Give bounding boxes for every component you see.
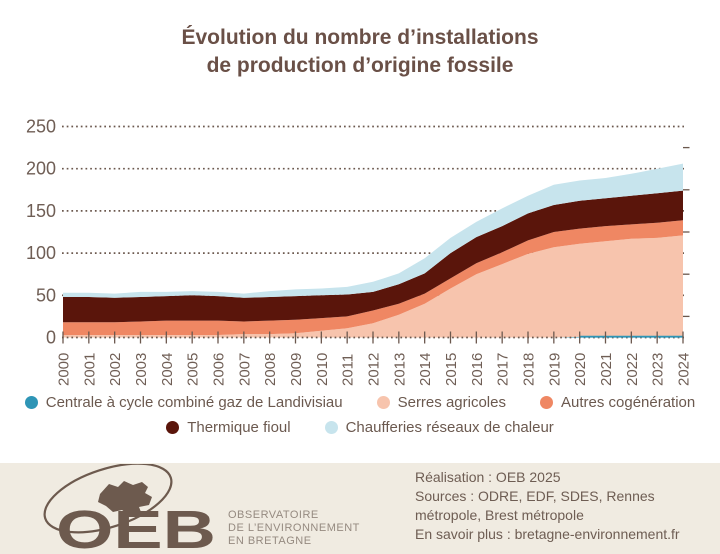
credits: Réalisation : OEB 2025 Sources : ODRE, E… xyxy=(415,468,680,544)
x-axis-label: 2012 xyxy=(366,353,383,386)
x-axis-label: 2009 xyxy=(288,353,305,386)
logo-text-line1: OBSERVATOIRE xyxy=(228,509,319,521)
x-axis-label: 2022 xyxy=(624,353,641,386)
legend-item: Thermique fioul xyxy=(166,419,291,436)
legend-label: Centrale à cycle combiné gaz de Landivis… xyxy=(45,394,343,411)
legend-item: Chaufferies réseaux de chaleur xyxy=(324,419,554,436)
x-axis-label: 2017 xyxy=(495,353,512,386)
legend-item: Centrale à cycle combiné gaz de Landivis… xyxy=(24,394,343,411)
legend-row-2: Thermique fioul Chaufferies réseaux de ch… xyxy=(0,415,720,440)
logo-text-line2: DE L’ENVIRONNEMENT xyxy=(228,522,360,534)
legend-label: Chaufferies réseaux de chaleur xyxy=(345,419,554,436)
x-axis-label: 2019 xyxy=(546,353,563,386)
x-axis-label: 2001 xyxy=(81,353,98,386)
chart-legend: Centrale à cycle combiné gaz de Landivis… xyxy=(0,390,720,440)
brittany-shape-icon xyxy=(98,481,152,516)
x-axis-label: 2004 xyxy=(159,353,176,386)
credit-realisation: Réalisation : OEB 2025 xyxy=(415,469,561,485)
chart-title-line1: Évolution du nombre d’installations xyxy=(181,26,539,49)
credit-more-info: En savoir plus : bretagne-environnement.… xyxy=(415,526,680,542)
y-axis-label: 250 xyxy=(26,117,56,137)
x-axis-label: 2000 xyxy=(56,353,73,386)
legend-swatch-icon xyxy=(539,396,553,409)
credit-sources-line2: métropole, Brest métropole xyxy=(415,507,584,523)
y-axis-label: 150 xyxy=(26,201,56,221)
legend-label: Serres agricoles xyxy=(397,394,506,411)
stacked-area-chart: 0 50 100 150 200 250 2000 2001 2002 2003 2004 2005 2… xyxy=(26,117,693,387)
x-axis-label: 2007 xyxy=(236,353,253,386)
chart-title: Évolution du nombre d’installations de p… xyxy=(0,24,720,80)
footer: OEB OBSERVATOIRE DE L’ENVIRONNEMENT EN B… xyxy=(0,463,720,554)
y-axis-label: 200 xyxy=(26,159,56,179)
x-axis-label: 2008 xyxy=(262,353,279,386)
area-series-1 xyxy=(63,235,683,338)
x-axis-label: 2010 xyxy=(314,353,331,386)
x-axis-label: 2003 xyxy=(133,353,150,386)
x-axis-label: 2018 xyxy=(521,353,538,386)
logo-ellipse xyxy=(43,464,173,534)
legend-label: Autres cogénération xyxy=(560,394,696,411)
y-axis-label: 100 xyxy=(26,243,56,263)
legend-item: Serres agricoles xyxy=(376,394,506,411)
chart-title-line2: de production d’origine fossile xyxy=(206,54,514,77)
area-series-3 xyxy=(63,190,683,323)
logo-acronym: OEB xyxy=(56,500,216,552)
legend-label: Thermique fioul xyxy=(187,419,291,436)
legend-swatch-icon xyxy=(166,421,180,434)
x-axis-label: 2016 xyxy=(469,353,486,386)
legend-swatch-icon xyxy=(376,396,390,409)
area-series-2 xyxy=(63,220,683,335)
x-axis-label: 2021 xyxy=(598,353,615,386)
legend-item: Autres cogénération xyxy=(539,394,696,411)
credit-sources-line1: Sources : ODRE, EDF, SDES, Rennes xyxy=(415,488,655,504)
x-axis-label: 2002 xyxy=(107,353,124,386)
y-axis-label: 0 xyxy=(46,328,56,348)
legend-row-1: Centrale à cycle combiné gaz de Landivis… xyxy=(0,390,720,415)
legend-swatch-icon xyxy=(24,396,38,409)
area-series-4 xyxy=(63,163,683,298)
logo-text-line3: EN BRETAGNE xyxy=(228,535,312,547)
x-axis-label: 2011 xyxy=(340,354,357,386)
x-axis-label: 2006 xyxy=(211,353,228,386)
x-axis-label: 2024 xyxy=(676,353,693,386)
y-axis-label: 50 xyxy=(36,285,56,305)
x-axis-label: 2005 xyxy=(185,353,202,386)
oeb-logo: OEB OBSERVATOIRE DE L’ENVIRONNEMENT EN B… xyxy=(43,464,360,552)
x-axis-label: 2014 xyxy=(417,353,434,386)
x-axis-label: 2023 xyxy=(650,353,667,386)
x-axis-label: 2013 xyxy=(391,353,408,386)
legend-swatch-icon xyxy=(324,421,338,434)
x-axis-label: 2015 xyxy=(443,353,460,386)
x-axis-label: 2020 xyxy=(572,353,589,386)
